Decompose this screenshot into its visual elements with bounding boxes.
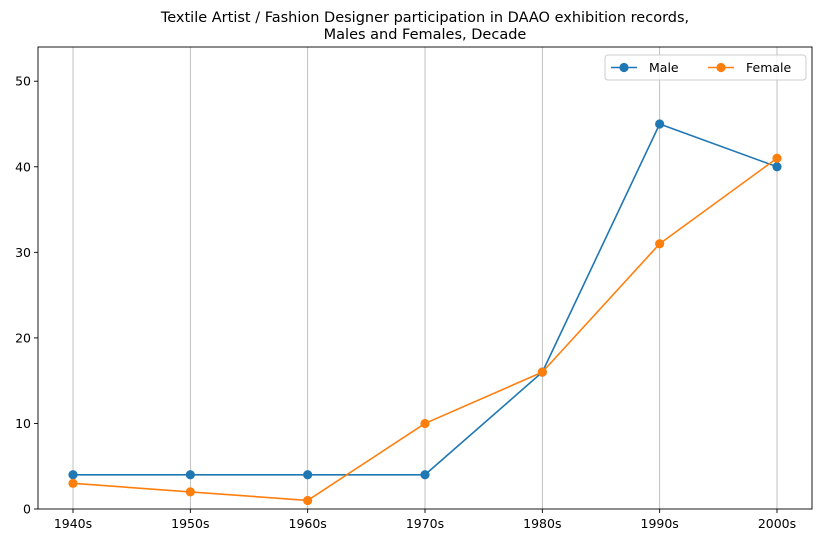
y-tick-label: 0 [23, 502, 31, 517]
x-tick-label: 1970s [406, 516, 444, 531]
point-male [655, 119, 665, 129]
point-male [772, 162, 782, 172]
legend-label-female: Female [746, 60, 792, 75]
y-tick-label: 20 [15, 330, 31, 345]
point-male [68, 470, 78, 480]
y-axis: 0 10 20 30 40 50 [15, 74, 38, 517]
legend-marker-male [619, 62, 629, 73]
x-tick-label: 1940s [54, 516, 92, 531]
legend-box [604, 54, 807, 81]
point-female [655, 239, 665, 249]
y-tick-label: 50 [15, 74, 31, 89]
y-tick-label: 10 [15, 416, 31, 431]
chart-title: Textile Artist / Fashion Designer partic… [160, 10, 689, 26]
point-male [420, 470, 430, 480]
x-tick-label: 1960s [289, 516, 327, 531]
point-female [68, 478, 78, 488]
x-tick-label: 2000s [758, 516, 796, 531]
series-layer [68, 119, 782, 506]
chart-subtitle: Males and Females, Decade [324, 27, 527, 43]
y-tick-label: 40 [15, 159, 31, 174]
point-female [772, 153, 782, 163]
x-tick-label: 1980s [523, 516, 561, 531]
point-female [185, 487, 195, 497]
x-tick-label: 1990s [641, 516, 679, 531]
x-gridlines [72, 47, 778, 509]
point-female [420, 418, 430, 429]
legend: Male Female [604, 54, 807, 81]
y-tick-label: 30 [15, 245, 31, 260]
point-male [303, 470, 313, 480]
x-axis: 1940s 1950s 1960s 1970s 1980s 1990s 2000s [54, 509, 796, 531]
legend-marker-female [716, 62, 726, 73]
legend-label-male: Male [649, 60, 679, 75]
point-female [303, 495, 313, 506]
point-female [537, 367, 547, 377]
point-male [185, 470, 195, 480]
x-tick-label: 1950s [171, 516, 209, 531]
